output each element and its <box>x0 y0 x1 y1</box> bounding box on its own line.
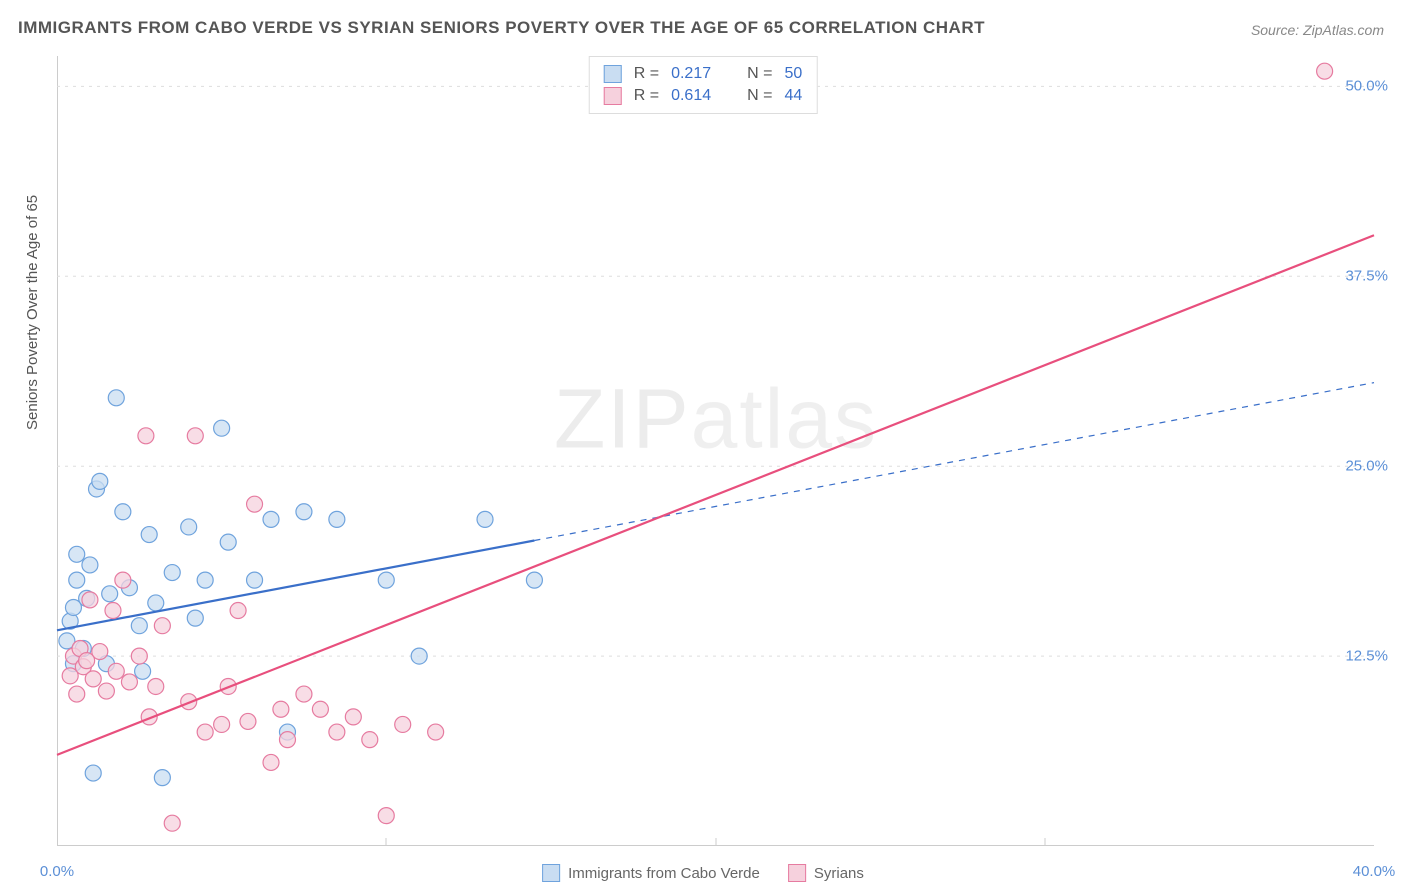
scatter-point <box>92 644 108 660</box>
y-tick-label: 12.5% <box>1345 648 1388 665</box>
trend-line-solid <box>57 235 1374 755</box>
scatter-point <box>105 603 121 619</box>
stats-row-series2: R = 0.614 N = 44 <box>604 85 803 107</box>
scatter-point <box>411 648 427 664</box>
legend-label-series1: Immigrants from Cabo Verde <box>568 865 760 882</box>
stats-n-label: N = <box>747 87 772 105</box>
scatter-point <box>428 724 444 740</box>
scatter-point <box>115 572 131 588</box>
legend-item-series2: Syrians <box>788 864 864 882</box>
scatter-point <box>526 572 542 588</box>
scatter-point <box>164 815 180 831</box>
scatter-point <box>92 473 108 489</box>
scatter-point <box>263 754 279 770</box>
x-tick-mark <box>715 838 716 846</box>
chart-svg <box>57 56 1374 846</box>
scatter-point <box>141 527 157 543</box>
scatter-point <box>220 534 236 550</box>
scatter-point <box>214 420 230 436</box>
source-attribution: Source: ZipAtlas.com <box>1251 22 1384 38</box>
correlation-stats-box: R = 0.217 N = 50 R = 0.614 N = 44 <box>589 56 818 114</box>
scatter-point <box>378 572 394 588</box>
scatter-point <box>477 511 493 527</box>
scatter-point <box>131 618 147 634</box>
y-tick-label: 37.5% <box>1345 268 1388 285</box>
scatter-point <box>197 572 213 588</box>
scatter-point <box>181 519 197 535</box>
y-tick-label: 50.0% <box>1345 78 1388 95</box>
scatter-point <box>148 595 164 611</box>
scatter-point <box>108 663 124 679</box>
scatter-point <box>187 610 203 626</box>
legend-swatch-series1 <box>542 864 560 882</box>
scatter-point <box>296 686 312 702</box>
scatter-point <box>296 504 312 520</box>
scatter-point <box>263 511 279 527</box>
y-tick-label: 25.0% <box>1345 458 1388 475</box>
scatter-point <box>69 572 85 588</box>
scatter-point <box>148 678 164 694</box>
scatter-point <box>362 732 378 748</box>
x-tick-mark <box>1044 838 1045 846</box>
scatter-point <box>69 546 85 562</box>
scatter-point <box>85 765 101 781</box>
scatter-point <box>273 701 289 717</box>
scatter-point <box>247 496 263 512</box>
scatter-point <box>82 557 98 573</box>
x-tick-mark <box>386 838 387 846</box>
scatter-point <box>240 713 256 729</box>
scatter-point <box>279 732 295 748</box>
y-axis-label: Seniors Poverty Over the Age of 65 <box>24 195 41 430</box>
x-tick-label: 0.0% <box>40 863 74 880</box>
scatter-point <box>85 671 101 687</box>
source-prefix: Source: <box>1251 22 1303 38</box>
scatter-point <box>69 686 85 702</box>
stats-n-value-2: 44 <box>784 87 802 105</box>
stats-swatch-series1 <box>604 65 622 83</box>
stats-r-value-1: 0.217 <box>671 65 711 83</box>
scatter-point <box>115 504 131 520</box>
stats-n-value-1: 50 <box>784 65 802 83</box>
x-tick-label: 40.0% <box>1353 863 1396 880</box>
scatter-point <box>214 716 230 732</box>
scatter-point <box>312 701 328 717</box>
scatter-point <box>154 618 170 634</box>
scatter-point <box>378 808 394 824</box>
scatter-point <box>102 586 118 602</box>
scatter-point <box>164 565 180 581</box>
scatter-point <box>108 390 124 406</box>
chart-title: IMMIGRANTS FROM CABO VERDE VS SYRIAN SEN… <box>18 18 985 38</box>
scatter-point <box>135 663 151 679</box>
scatter-point <box>121 674 137 690</box>
scatter-point <box>230 603 246 619</box>
scatter-point <box>138 428 154 444</box>
stats-row-series1: R = 0.217 N = 50 <box>604 63 803 85</box>
stats-r-label: R = <box>634 87 659 105</box>
scatter-point <box>154 770 170 786</box>
x-axis-legend: Immigrants from Cabo Verde Syrians <box>542 864 864 882</box>
stats-swatch-series2 <box>604 87 622 105</box>
legend-item-series1: Immigrants from Cabo Verde <box>542 864 760 882</box>
legend-swatch-series2 <box>788 864 806 882</box>
source-name: ZipAtlas.com <box>1303 22 1384 38</box>
scatter-point <box>247 572 263 588</box>
scatter-point <box>345 709 361 725</box>
stats-r-label: R = <box>634 65 659 83</box>
chart-container: IMMIGRANTS FROM CABO VERDE VS SYRIAN SEN… <box>0 0 1406 892</box>
legend-label-series2: Syrians <box>814 865 864 882</box>
scatter-point <box>82 592 98 608</box>
scatter-point <box>395 716 411 732</box>
stats-n-label: N = <box>747 65 772 83</box>
scatter-point <box>98 683 114 699</box>
scatter-point <box>1317 63 1333 79</box>
stats-r-value-2: 0.614 <box>671 87 711 105</box>
scatter-point <box>131 648 147 664</box>
scatter-point <box>329 724 345 740</box>
scatter-point <box>187 428 203 444</box>
scatter-point <box>329 511 345 527</box>
scatter-point <box>197 724 213 740</box>
